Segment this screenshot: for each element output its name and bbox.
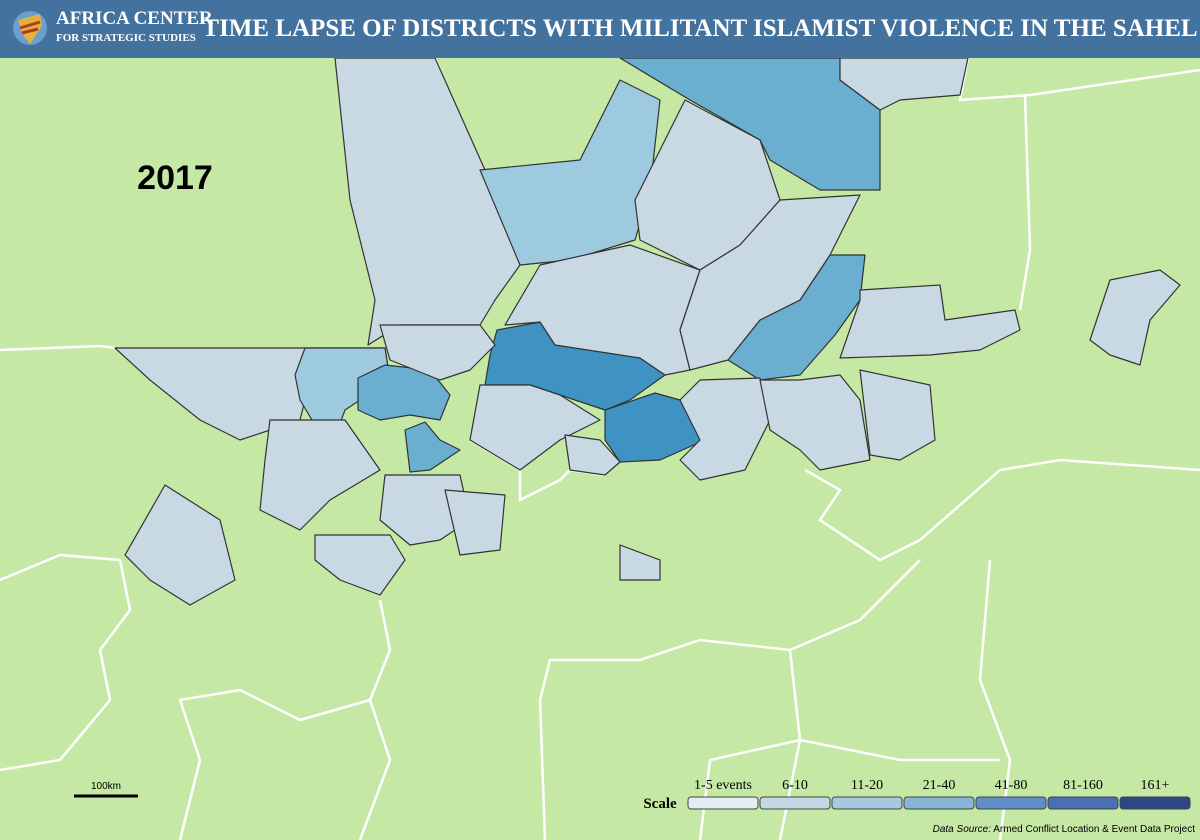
page-title: TIME LAPSE OF DISTRICTS WITH MILITANT IS… — [202, 15, 1197, 42]
legend-swatch — [831, 796, 903, 810]
org-subname: FOR STRATEGIC STUDIES — [56, 32, 196, 44]
org-name: AFRICA CENTER — [56, 8, 213, 29]
source-prefix: Data Source: — [933, 824, 992, 835]
legend-swatch — [687, 796, 759, 810]
legend-label: 21-40 — [923, 778, 956, 793]
header-bar — [0, 0, 1200, 58]
legend: 1-5 events 6-10 11-20 21-40 41-80 81-160 161+ — [687, 778, 1191, 810]
legend-label: 81-160 — [1063, 778, 1103, 793]
legend-label: 41-80 — [995, 778, 1028, 793]
source-note: Data Source: Armed Conflict Location & E… — [933, 824, 1196, 835]
districts — [114, 57, 1181, 606]
legend-swatch — [1119, 796, 1191, 810]
legend-swatch — [975, 796, 1047, 810]
source-text: Armed Conflict Location & Event Data Pro… — [993, 824, 1195, 835]
logo-icon — [13, 11, 47, 45]
legend-label: 161+ — [1141, 778, 1170, 793]
legend-swatch — [759, 796, 831, 810]
legend-swatch — [903, 796, 975, 810]
scale-bar-label: 100km — [91, 781, 121, 792]
legend-label: 1-5 events — [694, 778, 752, 793]
legend-label: 6-10 — [782, 778, 808, 793]
legend-label: 11-20 — [851, 778, 883, 793]
legend-title: Scale — [643, 796, 677, 812]
year-label: 2017 — [137, 159, 213, 197]
legend-swatch — [1047, 796, 1119, 810]
